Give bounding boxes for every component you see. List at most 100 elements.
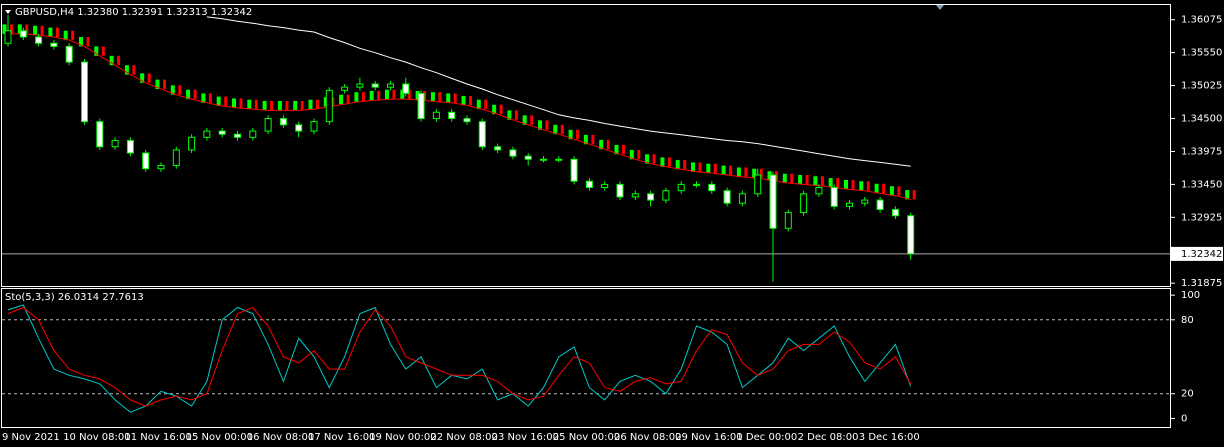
x-tick-label: 22 Nov 08:00 bbox=[430, 432, 497, 443]
y-tick-label: 1.35550 bbox=[1181, 48, 1222, 59]
candle-body bbox=[616, 183, 624, 198]
x-tick-label: 16 Nov 08:00 bbox=[247, 432, 314, 443]
candle-body bbox=[448, 111, 456, 120]
candle-body bbox=[524, 155, 532, 160]
shift-marker bbox=[936, 5, 944, 10]
candle-body bbox=[234, 133, 241, 138]
candle-body bbox=[65, 45, 73, 63]
candle-body bbox=[387, 83, 394, 88]
candle-body bbox=[585, 180, 593, 189]
candle-body bbox=[111, 139, 119, 148]
candle-body bbox=[876, 199, 884, 210]
candle-body bbox=[800, 193, 808, 214]
oscillator-line bbox=[7, 304, 912, 413]
y-tick-label: 1.33450 bbox=[1181, 179, 1222, 190]
candle-body bbox=[738, 193, 746, 204]
x-tick-label: 29 Nov 16:00 bbox=[675, 432, 742, 443]
candle-body bbox=[754, 174, 762, 195]
candle-body bbox=[249, 130, 257, 138]
candle-body bbox=[417, 92, 425, 120]
candle-body bbox=[341, 86, 349, 91]
y-tick-label: 0 bbox=[1181, 413, 1187, 424]
candle-body bbox=[830, 187, 838, 207]
x-tick-label: 9 Nov 2021 bbox=[2, 432, 60, 443]
candle-body bbox=[188, 136, 196, 151]
x-tick-label: 19 Nov 00:00 bbox=[369, 432, 436, 443]
candle-body bbox=[432, 111, 440, 120]
menu-marker bbox=[5, 10, 11, 14]
candle-body bbox=[509, 149, 517, 157]
candle-body bbox=[50, 42, 58, 47]
candle-body bbox=[570, 158, 578, 182]
chart-title: GBPUSD,H4 1.32380 1.32391 1.32313 1.3234… bbox=[15, 7, 252, 18]
candle-body bbox=[126, 139, 134, 154]
candle-body bbox=[463, 118, 471, 123]
candle-body bbox=[96, 121, 104, 148]
candle-body bbox=[662, 190, 670, 201]
moving-average bbox=[206, 16, 911, 167]
x-tick-label: 17 Nov 16:00 bbox=[308, 432, 375, 443]
x-tick-label: 2 Dec 08:00 bbox=[798, 432, 859, 443]
candle-body bbox=[769, 174, 777, 229]
candle-body bbox=[279, 118, 287, 126]
candle-body bbox=[494, 146, 502, 151]
candle-body bbox=[81, 61, 88, 123]
candle-body bbox=[907, 215, 915, 255]
y-tick-label: 20 bbox=[1181, 389, 1194, 400]
x-tick-label: 15 Nov 00:00 bbox=[186, 432, 253, 443]
candle-body bbox=[708, 183, 716, 192]
price-label-box bbox=[1171, 246, 1223, 261]
y-tick-label: 80 bbox=[1181, 315, 1194, 326]
candle-body bbox=[157, 165, 165, 170]
x-tick-label: 26 Nov 08:00 bbox=[614, 432, 681, 443]
indicator-title: Sto(5,3,3) 26.0314 27.7613 bbox=[5, 292, 144, 303]
candle-body bbox=[631, 193, 639, 198]
candle-body bbox=[203, 130, 211, 138]
x-tick-label: 11 Nov 16:00 bbox=[124, 432, 191, 443]
price-pane bbox=[1, 4, 1171, 287]
candle-body bbox=[677, 183, 685, 192]
x-tick-label: 10 Nov 08:00 bbox=[63, 432, 130, 443]
candle-body bbox=[218, 130, 226, 135]
x-tick-label: 23 Nov 16:00 bbox=[492, 432, 559, 443]
y-tick-label: 1.31875 bbox=[1181, 278, 1222, 289]
oscillator-pane bbox=[1, 288, 1171, 428]
candle-body bbox=[723, 190, 731, 204]
candle-body bbox=[371, 83, 379, 88]
candle-body bbox=[601, 183, 609, 189]
x-tick-label: 3 Dec 16:00 bbox=[859, 432, 920, 443]
candle-body bbox=[478, 121, 486, 148]
candle-body bbox=[172, 149, 180, 167]
candle-body bbox=[693, 183, 700, 186]
candle-body bbox=[891, 208, 899, 217]
candle-body bbox=[295, 124, 303, 132]
candle-body bbox=[35, 36, 43, 44]
y-tick-label: 1.33975 bbox=[1181, 146, 1222, 157]
candle-body bbox=[555, 158, 563, 161]
y-tick-label: 100 bbox=[1181, 290, 1200, 301]
candle-body bbox=[861, 199, 869, 204]
y-tick-label: 1.36075 bbox=[1181, 15, 1222, 26]
candle-body bbox=[540, 158, 547, 161]
candle-body bbox=[815, 187, 823, 195]
price-label: 1.32342 bbox=[1181, 249, 1222, 260]
x-tick-label: 25 Nov 00:00 bbox=[553, 432, 620, 443]
candle-body bbox=[402, 83, 410, 94]
candle-body bbox=[4, 30, 12, 44]
candle-body bbox=[264, 118, 272, 132]
oscillator-line bbox=[7, 306, 912, 407]
candle-body bbox=[356, 83, 364, 88]
y-tick-label: 1.34500 bbox=[1181, 114, 1222, 125]
candle-body bbox=[19, 30, 27, 38]
candle-body bbox=[142, 152, 150, 170]
y-tick-label: 1.35025 bbox=[1181, 81, 1222, 92]
y-tick-label: 1.32925 bbox=[1181, 212, 1222, 223]
candle-body bbox=[310, 121, 318, 132]
candle-body bbox=[846, 202, 853, 207]
candle-body bbox=[784, 212, 792, 229]
x-tick-label: 1 Dec 00:00 bbox=[736, 432, 797, 443]
candle-body bbox=[325, 89, 333, 123]
